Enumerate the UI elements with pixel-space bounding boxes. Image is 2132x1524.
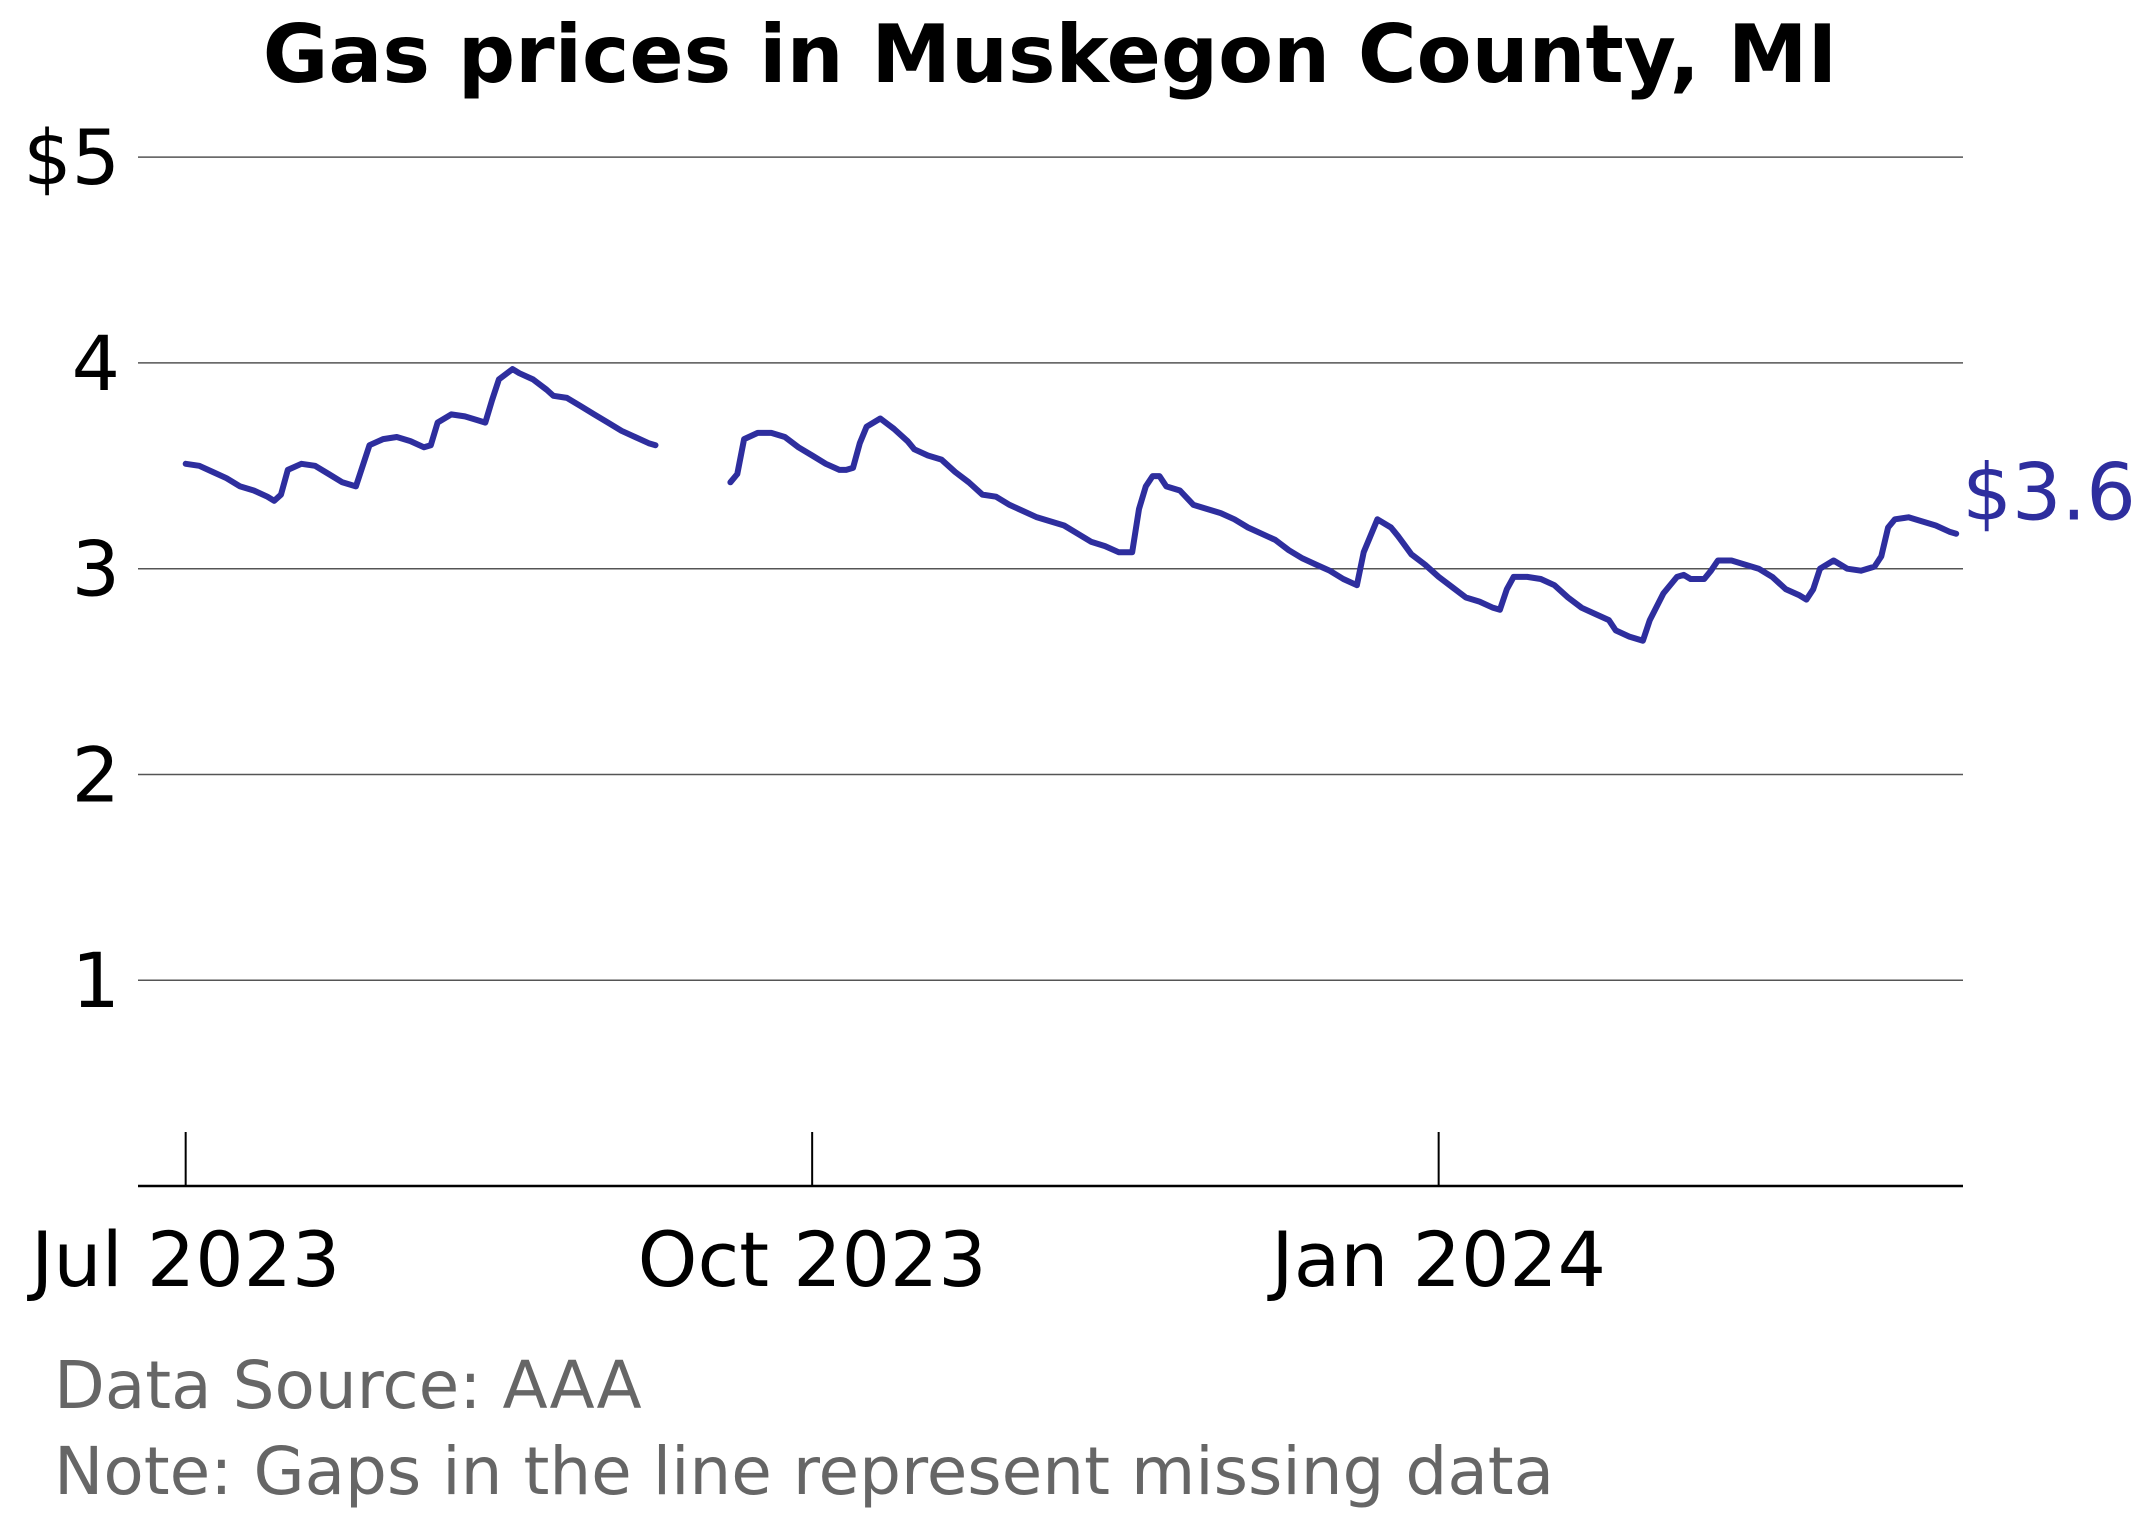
y-tick-label-1: 1 xyxy=(72,936,120,1025)
y-tick-label-5: $5 xyxy=(23,113,120,202)
chart-title: Gas prices in Muskegon County, MI xyxy=(263,8,1838,101)
price-line-segment-1 xyxy=(182,366,659,504)
latest-price-label: $3.62 xyxy=(1962,449,2132,539)
x-axis: Jul 2023 Oct 2023 Jan 2024 xyxy=(27,1132,1963,1304)
missing-data-note: Note: Gaps in the line represent missing… xyxy=(54,1433,1554,1510)
price-line-segment-2 xyxy=(727,415,1960,644)
x-tick-label-0: Jul 2023 xyxy=(27,1215,340,1304)
y-tick-label-3: 3 xyxy=(72,525,120,614)
y-tick-label-4: 4 xyxy=(72,319,120,408)
data-source-note: Data Source: AAA xyxy=(54,1347,642,1424)
x-tick-label-1: Oct 2023 xyxy=(638,1215,987,1304)
y-tick-label-2: 2 xyxy=(72,730,120,819)
gridlines xyxy=(138,156,1963,981)
y-axis-tick-labels: 1 2 3 4 $5 xyxy=(23,113,120,1025)
price-series xyxy=(182,366,1960,644)
x-tick-label-2: Jan 2024 xyxy=(1267,1215,1606,1304)
